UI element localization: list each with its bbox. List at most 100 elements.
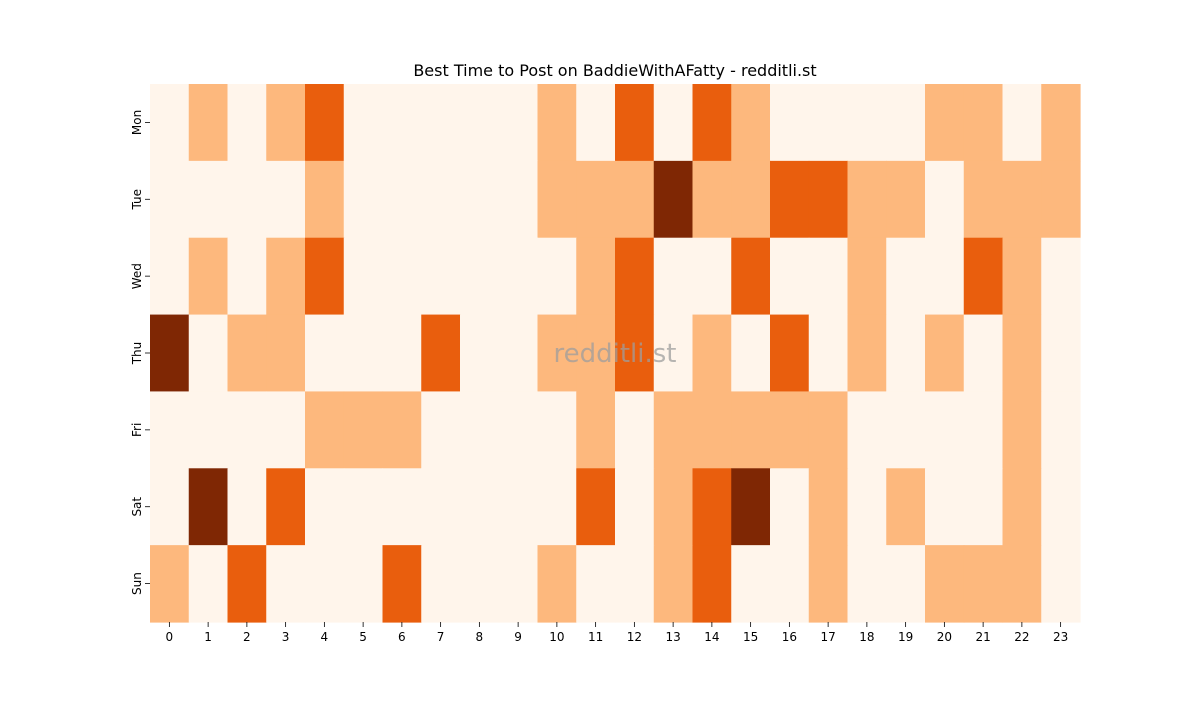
x-tick-label: 22 [1014, 630, 1029, 644]
heatmap-cell-fri-8 [460, 391, 500, 469]
heatmap-cell-thu-4 [305, 314, 345, 393]
heatmap-cell-wed-9 [498, 237, 539, 316]
x-tick-label: 8 [476, 630, 484, 644]
heatmap-cell-mon-16 [770, 84, 810, 162]
heatmap-cell-tue-15 [731, 160, 771, 239]
heatmap-cells [150, 84, 1081, 623]
heatmap-cell-tue-4 [305, 160, 345, 239]
heatmap-cell-fri-2 [227, 391, 267, 469]
heatmap-cell-tue-7 [421, 160, 461, 239]
heatmap-cell-tue-3 [266, 160, 306, 239]
heatmap-cell-mon-8 [460, 84, 500, 162]
heatmap-cell-tue-1 [188, 160, 229, 239]
heatmap-cell-sat-14 [692, 468, 732, 546]
heatmap-cell-sat-9 [498, 468, 539, 546]
heatmap-cell-thu-18 [847, 314, 887, 393]
heatmap-cell-sun-9 [498, 545, 539, 623]
heatmap-cell-sun-15 [731, 545, 771, 623]
heatmap-cell-wed-1 [188, 237, 229, 316]
heatmap-cell-wed-20 [925, 237, 965, 316]
y-tick-label: Thu [130, 342, 144, 366]
heatmap-cell-wed-14 [692, 237, 732, 316]
heatmap-cell-thu-9 [498, 314, 539, 393]
heatmap-cell-thu-5 [343, 314, 384, 393]
heatmap-cell-thu-20 [925, 314, 965, 393]
heatmap-cell-sun-22 [1002, 545, 1042, 623]
heatmap-cell-tue-13 [653, 160, 694, 239]
heatmap-cell-sat-10 [537, 468, 577, 546]
heatmap-cell-sun-4 [305, 545, 345, 623]
y-tick-label: Wed [130, 263, 144, 289]
heatmap-cell-sun-1 [188, 545, 229, 623]
heatmap-cell-sun-8 [460, 545, 500, 623]
heatmap-cell-sun-10 [537, 545, 577, 623]
heatmap-cell-sun-2 [227, 545, 267, 623]
heatmap-cell-thu-12 [615, 314, 655, 393]
heatmap-cell-tue-8 [460, 160, 500, 239]
heatmap-cell-tue-5 [343, 160, 384, 239]
heatmap-cell-wed-2 [227, 237, 267, 316]
heatmap-cell-fri-0 [150, 391, 190, 469]
heatmap-cell-fri-4 [305, 391, 345, 469]
heatmap-cell-sat-2 [227, 468, 267, 546]
heatmap-cell-sun-23 [1041, 545, 1081, 623]
heatmap-cell-fri-16 [770, 391, 810, 469]
heatmap-cell-tue-16 [770, 160, 810, 239]
heatmap-cell-thu-11 [576, 314, 616, 393]
heatmap-cell-sun-3 [266, 545, 306, 623]
heatmap-cell-sat-15 [731, 468, 771, 546]
heatmap-cell-sat-19 [886, 468, 926, 546]
x-tick-label: 5 [359, 630, 367, 644]
heatmap-cell-sat-13 [653, 468, 694, 546]
heatmap-cell-tue-12 [615, 160, 655, 239]
heatmap-cell-sun-20 [925, 545, 965, 623]
x-tick-label: 23 [1053, 630, 1068, 644]
heatmap-cell-tue-17 [808, 160, 849, 239]
heatmap-cell-wed-7 [421, 237, 461, 316]
heatmap-cell-fri-18 [847, 391, 887, 469]
heatmap-cell-wed-16 [770, 237, 810, 316]
heatmap-cell-fri-19 [886, 391, 926, 469]
heatmap-cell-fri-9 [498, 391, 539, 469]
heatmap-cell-wed-21 [963, 237, 1004, 316]
heatmap-cell-thu-15 [731, 314, 771, 393]
heatmap-cell-sun-17 [808, 545, 849, 623]
heatmap-cell-sun-13 [653, 545, 694, 623]
heatmap-cell-wed-18 [847, 237, 887, 316]
heatmap-cell-sun-19 [886, 545, 926, 623]
heatmap-cell-wed-22 [1002, 237, 1042, 316]
heatmap-cell-wed-4 [305, 237, 345, 316]
heatmap-cell-fri-7 [421, 391, 461, 469]
heatmap-cell-tue-21 [963, 160, 1004, 239]
x-tick-label: 14 [704, 630, 719, 644]
heatmap-cell-fri-10 [537, 391, 577, 469]
heatmap-cell-mon-17 [808, 84, 849, 162]
heatmap-cell-sat-0 [150, 468, 190, 546]
heatmap-cell-tue-14 [692, 160, 732, 239]
heatmap-cell-wed-11 [576, 237, 616, 316]
x-axis: 0 1 2 3 4 5 6 7 8 9 10 11 12 13 14 15 16 17 18 19 20 21 22 23 [166, 622, 1068, 644]
heatmap-cell-wed-5 [343, 237, 384, 316]
heatmap-cell-sun-6 [382, 545, 422, 623]
x-tick-label: 13 [665, 630, 680, 644]
x-tick-label: 15 [743, 630, 758, 644]
heatmap-cell-mon-0 [150, 84, 190, 162]
heatmap-cell-mon-21 [963, 84, 1004, 162]
heatmap-cell-mon-2 [227, 84, 267, 162]
heatmap-cell-wed-3 [266, 237, 306, 316]
heatmap-cell-mon-3 [266, 84, 306, 162]
x-tick-label: 3 [282, 630, 290, 644]
chart-title: Best Time to Post on BaddieWithAFatty - … [413, 61, 816, 80]
heatmap-cell-sun-12 [615, 545, 655, 623]
heatmap-cell-wed-23 [1041, 237, 1081, 316]
heatmap-cell-thu-1 [188, 314, 229, 393]
heatmap-cell-sat-5 [343, 468, 384, 546]
heatmap-cell-mon-20 [925, 84, 965, 162]
heatmap-cell-thu-13 [653, 314, 694, 393]
heatmap-cell-wed-13 [653, 237, 694, 316]
heatmap-cell-mon-4 [305, 84, 345, 162]
heatmap-cell-thu-23 [1041, 314, 1081, 393]
heatmap-cell-mon-7 [421, 84, 461, 162]
heatmap-cell-mon-14 [692, 84, 732, 162]
